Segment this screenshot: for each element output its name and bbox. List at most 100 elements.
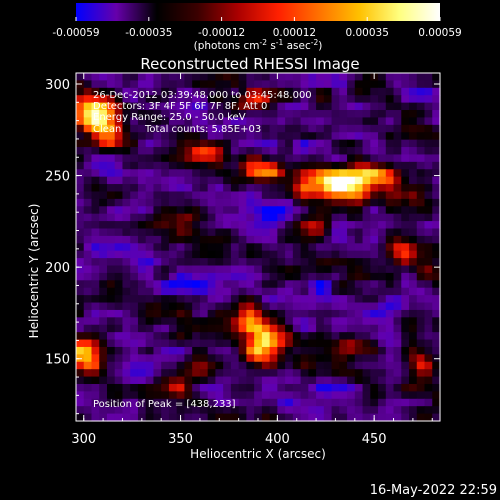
heatmap-cell <box>316 258 325 267</box>
heatmap-cell <box>393 191 402 200</box>
heatmap-cell <box>354 280 364 289</box>
heatmap-cell <box>323 124 333 133</box>
heatmap-cell <box>300 154 309 163</box>
heatmap-cell <box>114 206 124 215</box>
heatmap-cell <box>432 169 441 178</box>
heatmap-cell <box>401 383 410 392</box>
heatmap-cell <box>215 361 224 370</box>
heatmap-cell <box>432 154 441 163</box>
heatmap-cell <box>137 295 147 304</box>
heatmap-cell <box>176 295 186 304</box>
heatmap-cell <box>246 206 255 215</box>
heatmap-cell <box>362 198 371 207</box>
heatmap-cell <box>292 272 302 281</box>
heatmap-cell <box>254 80 263 89</box>
heatmap-cell <box>416 228 426 237</box>
heatmap-cell <box>277 265 286 274</box>
heatmap-cell <box>99 302 108 311</box>
heatmap-cell <box>393 124 402 133</box>
heatmap-cell <box>323 132 333 141</box>
heatmap-cell <box>238 147 247 156</box>
heatmap-cell <box>130 280 139 289</box>
heatmap-cell <box>192 124 201 133</box>
heatmap-cell <box>145 354 155 363</box>
heatmap-cell <box>114 295 124 304</box>
heatmap-cell <box>316 198 325 207</box>
heatmap-cell <box>137 324 147 333</box>
heatmap-cell <box>292 250 302 259</box>
heatmap-cell <box>246 221 255 230</box>
heatmap-cell <box>354 176 364 185</box>
heatmap-cell <box>269 80 278 89</box>
heatmap-cell <box>316 324 325 333</box>
heatmap-cell <box>300 324 309 333</box>
heatmap-cell <box>277 324 286 333</box>
heatmap-cell <box>354 406 364 415</box>
heatmap-cell <box>246 198 255 207</box>
heatmap-cell <box>261 391 271 400</box>
heatmap-cell <box>424 102 433 111</box>
heatmap-cell <box>362 391 371 400</box>
heatmap-cell <box>401 287 410 296</box>
heatmap-cell <box>277 176 286 185</box>
heatmap-cell <box>261 280 271 289</box>
heatmap-cell <box>254 117 263 126</box>
heatmap-cell <box>300 383 309 392</box>
heatmap-cell <box>300 191 309 200</box>
heatmap-cell <box>246 346 255 355</box>
heatmap-cell <box>393 287 402 296</box>
heatmap-cell <box>161 191 170 200</box>
heatmap-cell <box>106 295 116 304</box>
heatmap-cell <box>230 221 240 230</box>
heatmap-cell <box>130 354 139 363</box>
heatmap-cell <box>416 95 426 104</box>
heatmap-cell <box>99 213 108 222</box>
heatmap-cell <box>223 228 232 237</box>
heatmap-cell <box>106 376 116 385</box>
heatmap-cell <box>339 154 348 163</box>
heatmap-cell <box>168 243 178 252</box>
heatmap-cell <box>99 124 108 133</box>
heatmap-cell <box>378 221 387 230</box>
heatmap-cell <box>238 117 247 126</box>
heatmap-cell <box>199 139 209 148</box>
heatmap-cell <box>230 413 240 422</box>
heatmap-cell <box>401 139 410 148</box>
heatmap-cell <box>114 309 124 318</box>
heatmap-cell <box>199 198 209 207</box>
heatmap-cell <box>153 110 162 119</box>
colorbar-tick-label: 0.00012 <box>273 27 316 39</box>
heatmap-cell <box>238 265 247 274</box>
heatmap-cell <box>223 176 232 185</box>
heatmap-cell <box>238 102 247 111</box>
heatmap-cell <box>168 302 178 311</box>
heatmap-cell <box>285 73 294 81</box>
heatmap-cell <box>362 124 371 133</box>
heatmap-cell <box>362 132 371 141</box>
heatmap-cell <box>145 132 155 141</box>
heatmap-cell <box>300 346 309 355</box>
heatmap-cell <box>323 354 333 363</box>
heatmap-cell <box>230 346 240 355</box>
heatmap-cell <box>362 117 371 126</box>
heatmap-cell <box>161 406 170 415</box>
heatmap-cell <box>393 272 402 281</box>
heatmap-cell <box>424 398 433 407</box>
heatmap-cell <box>199 346 209 355</box>
heatmap-cell <box>277 391 286 400</box>
heatmap-cell <box>393 391 402 400</box>
heatmap-cell <box>223 235 232 244</box>
heatmap-cell <box>269 198 278 207</box>
heatmap-cell <box>130 250 139 259</box>
heatmap-cell <box>378 73 387 81</box>
heatmap-cell <box>99 272 108 281</box>
heatmap-cell <box>176 191 186 200</box>
heatmap-cell <box>230 369 240 378</box>
heatmap-cell <box>238 213 247 222</box>
heatmap-cell <box>285 376 294 385</box>
heatmap-cell <box>362 317 371 326</box>
heatmap-cell <box>168 117 178 126</box>
heatmap-cell <box>114 398 124 407</box>
heatmap-cell <box>292 317 302 326</box>
heatmap-cell <box>393 324 402 333</box>
